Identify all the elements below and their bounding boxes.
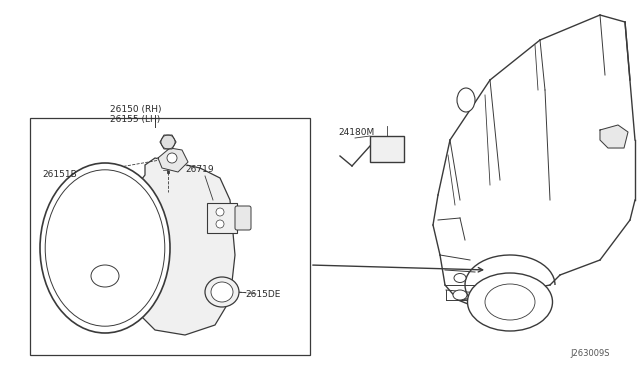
Text: 26151B: 26151B — [42, 170, 77, 179]
Text: J263009S: J263009S — [570, 349, 609, 358]
Bar — [30, 118, 310, 355]
Ellipse shape — [454, 273, 466, 282]
Ellipse shape — [211, 282, 233, 302]
Ellipse shape — [40, 163, 170, 333]
Polygon shape — [125, 158, 235, 335]
FancyBboxPatch shape — [235, 206, 251, 230]
Text: 26150 (RH): 26150 (RH) — [110, 105, 161, 114]
Ellipse shape — [216, 220, 224, 228]
Ellipse shape — [205, 277, 239, 307]
Text: 26155 (LH): 26155 (LH) — [110, 115, 160, 124]
Polygon shape — [158, 148, 188, 172]
Ellipse shape — [45, 170, 165, 326]
Ellipse shape — [216, 208, 224, 216]
Polygon shape — [600, 125, 628, 148]
Text: 24180M: 24180M — [338, 128, 374, 137]
Text: 26719: 26719 — [185, 165, 214, 174]
Ellipse shape — [485, 284, 535, 320]
FancyBboxPatch shape — [370, 136, 404, 162]
Ellipse shape — [167, 153, 177, 163]
Ellipse shape — [453, 290, 467, 300]
Ellipse shape — [457, 88, 475, 112]
Ellipse shape — [467, 273, 552, 331]
Text: 2615DE: 2615DE — [245, 290, 280, 299]
Ellipse shape — [91, 265, 119, 287]
FancyBboxPatch shape — [207, 203, 237, 233]
